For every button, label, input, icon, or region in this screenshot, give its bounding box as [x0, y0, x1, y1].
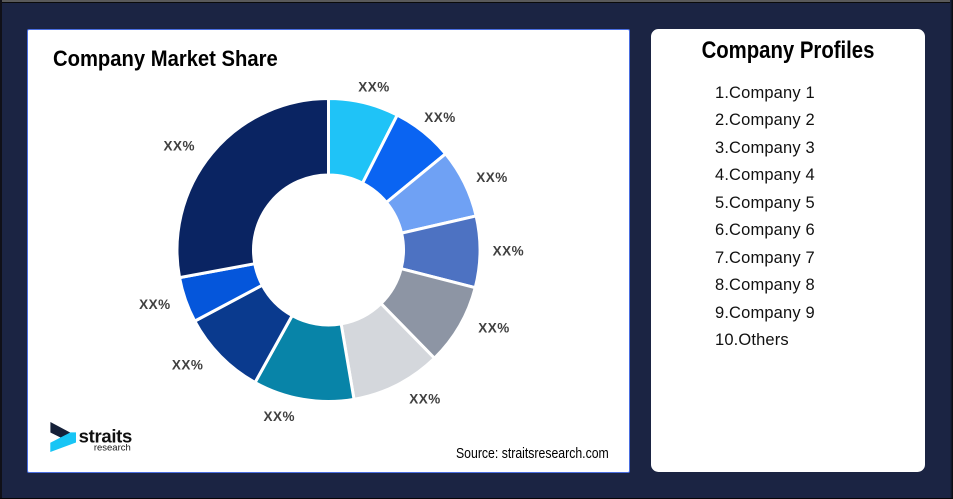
- svg-text:XX%: XX%: [172, 357, 204, 372]
- svg-text:XX%: XX%: [264, 409, 296, 424]
- svg-text:XX%: XX%: [358, 80, 390, 95]
- svg-text:XX%: XX%: [409, 391, 441, 406]
- svg-text:XX%: XX%: [424, 110, 456, 125]
- svg-text:research: research: [94, 442, 131, 453]
- svg-text:XX%: XX%: [164, 139, 196, 154]
- svg-text:XX%: XX%: [478, 320, 510, 335]
- svg-text:XX%: XX%: [139, 297, 171, 312]
- svg-text:XX%: XX%: [493, 243, 525, 258]
- svg-text:XX%: XX%: [476, 170, 508, 185]
- svg-text:straits: straits: [79, 426, 132, 447]
